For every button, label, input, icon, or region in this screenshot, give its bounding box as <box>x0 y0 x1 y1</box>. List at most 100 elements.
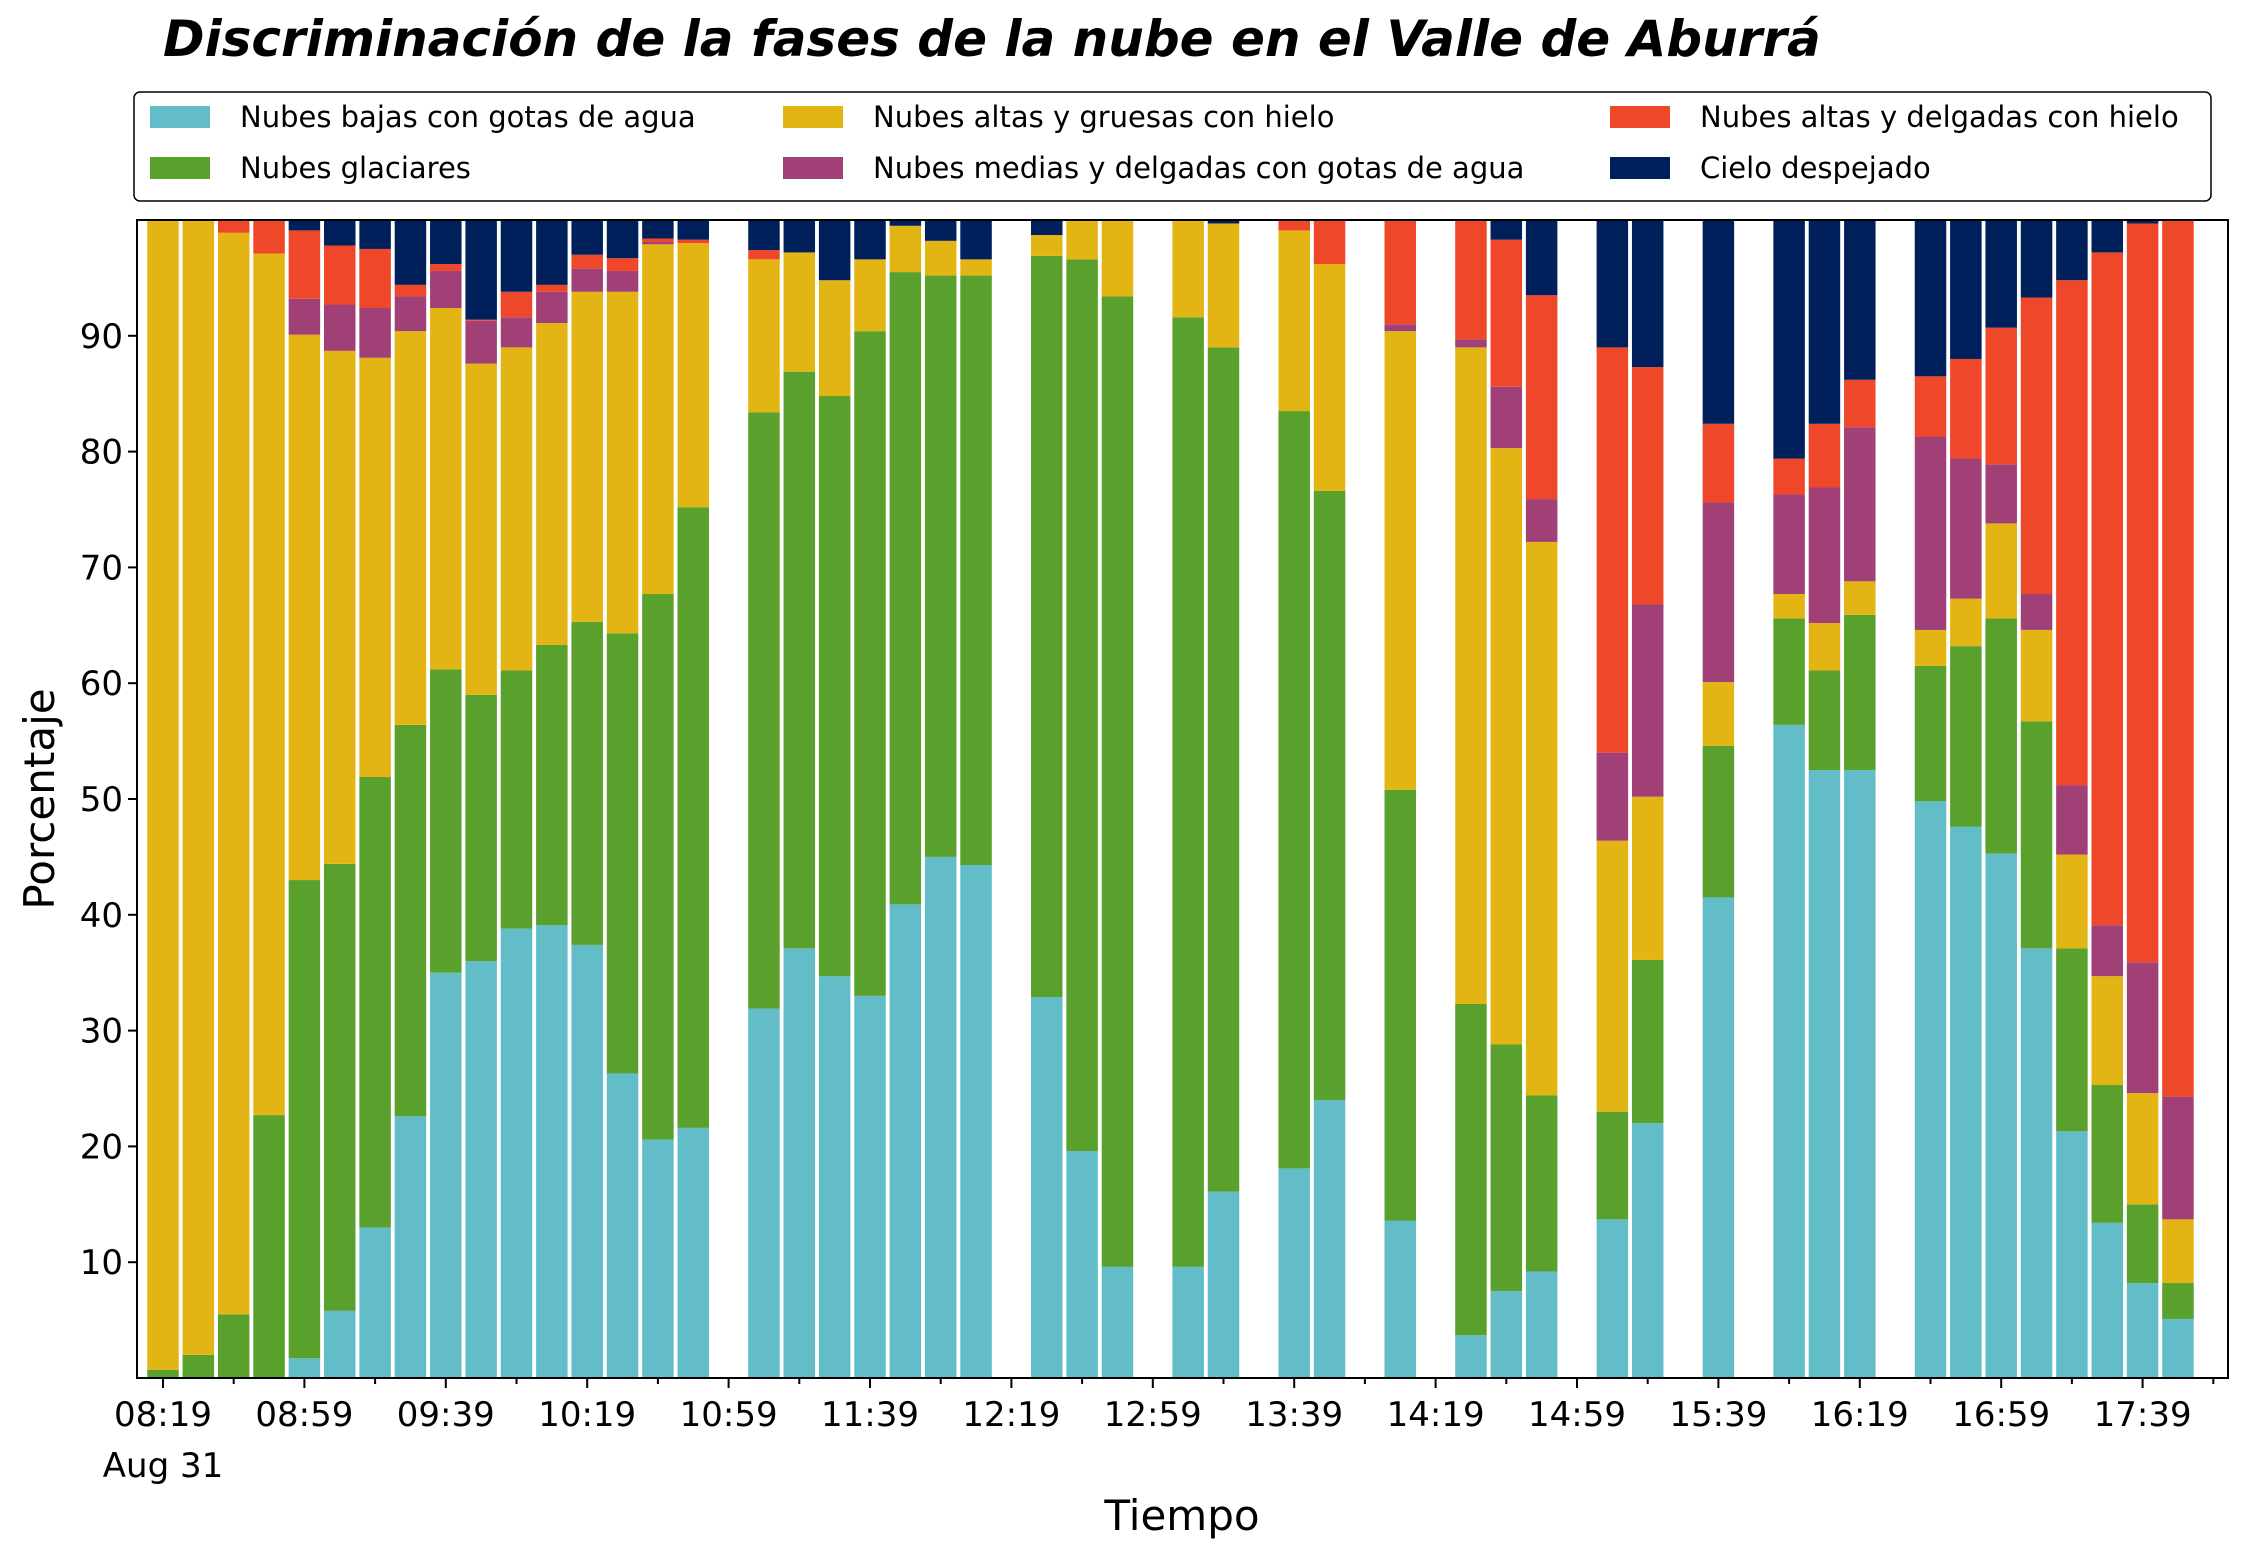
bar-14-seg-0 <box>642 1139 674 1378</box>
legend-label: Nubes altas y gruesas con hielo <box>873 100 1334 134</box>
bar-43-seg-2 <box>2020 629 2053 722</box>
x-tick-label: 17:39 <box>2094 1395 2192 1435</box>
legend-swatch <box>150 157 210 179</box>
bar-42-seg-5 <box>1985 220 2017 328</box>
bar-35-seg-1 <box>1631 959 1664 1124</box>
bar-33-seg-5 <box>1525 220 1558 296</box>
bar-6-seg-2 <box>359 357 391 777</box>
legend-swatch <box>1610 157 1670 179</box>
bar-35-seg-5 <box>1631 220 1664 368</box>
bar-20-seg-2 <box>889 225 922 273</box>
bar-8-seg-1 <box>430 669 462 973</box>
bar-12-seg-0 <box>571 944 603 1378</box>
bar-4-seg-2 <box>288 334 321 881</box>
bar-6-seg-5 <box>359 220 391 249</box>
bar-45-seg-4 <box>2091 252 2123 926</box>
bar-22-seg-0 <box>960 865 992 1378</box>
x-tick-label: 08:59 <box>255 1395 353 1435</box>
x-tick-label: 16:19 <box>1811 1395 1909 1435</box>
bar-31-seg-1 <box>1455 1003 1487 1336</box>
bar-29-seg-4 <box>1313 220 1346 264</box>
bar-7-seg-1 <box>394 724 427 1117</box>
bar-37-seg-0 <box>1773 724 1805 1378</box>
bar-22-seg-2 <box>960 259 992 276</box>
chart-title: Discriminación de la fases de la nube en… <box>163 10 1821 68</box>
bar-0-seg-1 <box>147 1369 179 1378</box>
bar-42-seg-3 <box>1985 464 2017 524</box>
bar-39-seg-1 <box>1844 614 1876 771</box>
bar-7-seg-5 <box>394 220 427 285</box>
x-tick-label: 15:39 <box>1669 1395 1767 1435</box>
bar-36-seg-2 <box>1702 682 1735 746</box>
legend-label: Cielo despejado <box>1700 151 1931 185</box>
bar-38-seg-5 <box>1808 220 1841 424</box>
bar-11-seg-3 <box>536 291 568 324</box>
bar-12-seg-2 <box>571 291 603 622</box>
bar-26-seg-0 <box>1172 1266 1204 1378</box>
bar-32-seg-2 <box>1490 448 1523 1045</box>
bar-26-seg-2 <box>1172 220 1204 318</box>
bar-14-seg-4 <box>642 238 674 242</box>
bar-41-seg-4 <box>1950 358 1982 459</box>
legend-label: Nubes glaciares <box>240 151 471 185</box>
bar-32-seg-1 <box>1490 1044 1523 1292</box>
bar-24-seg-1 <box>1066 259 1098 1152</box>
bar-14-seg-5 <box>642 220 674 239</box>
bar-30-seg-3 <box>1384 324 1416 332</box>
bar-39-seg-4 <box>1844 379 1876 428</box>
bar-1-seg-2 <box>182 220 215 1355</box>
bar-33-seg-1 <box>1525 1095 1558 1272</box>
bar-35-seg-0 <box>1631 1123 1664 1378</box>
bar-46-seg-3 <box>2126 962 2159 1094</box>
bar-30-seg-1 <box>1384 789 1416 1221</box>
bar-18-seg-2 <box>818 280 851 397</box>
bar-44-seg-4 <box>2056 280 2088 786</box>
bar-32-seg-0 <box>1490 1291 1523 1378</box>
bar-38-seg-4 <box>1808 423 1841 488</box>
legend-swatch <box>783 157 843 179</box>
bar-25-seg-0 <box>1101 1266 1134 1378</box>
plot-area <box>136 219 2229 1379</box>
bar-39-seg-0 <box>1844 770 1876 1378</box>
bar-9-seg-1 <box>465 694 497 962</box>
bar-38-seg-1 <box>1808 670 1841 771</box>
y-tick-label: 90 <box>80 317 123 357</box>
bar-8-seg-3 <box>430 270 462 309</box>
bar-16-seg-5 <box>748 220 780 251</box>
bar-5-seg-2 <box>324 350 356 864</box>
bar-4-seg-3 <box>288 298 321 335</box>
bar-43-seg-0 <box>2020 948 2053 1378</box>
legend-label: Nubes medias y delgadas con gotas de agu… <box>873 151 1524 185</box>
bar-19-seg-5 <box>854 220 886 260</box>
bar-45-seg-0 <box>2091 1222 2123 1378</box>
bar-2-seg-4 <box>217 220 250 233</box>
bar-24-seg-0 <box>1066 1151 1098 1378</box>
bar-24-seg-2 <box>1066 220 1098 260</box>
bar-41-seg-2 <box>1950 598 1982 647</box>
bar-35-seg-4 <box>1631 367 1664 605</box>
bar-47-seg-3 <box>2162 1096 2194 1220</box>
bar-14-seg-1 <box>642 594 674 1140</box>
bar-13-seg-4 <box>606 258 639 271</box>
bar-28-seg-2 <box>1278 230 1310 412</box>
bar-42-seg-1 <box>1985 618 2017 854</box>
y-tick-label: 40 <box>80 896 123 936</box>
bar-10-seg-3 <box>500 317 533 348</box>
bar-22-seg-5 <box>960 220 992 260</box>
bar-11-seg-4 <box>536 284 568 292</box>
bar-46-seg-5 <box>2126 220 2159 224</box>
bar-17-seg-0 <box>783 948 816 1378</box>
bar-13-seg-2 <box>606 291 639 634</box>
bar-37-seg-3 <box>1773 494 1805 595</box>
x-tick-label: 12:59 <box>1104 1395 1202 1435</box>
bar-29-seg-1 <box>1313 490 1346 1101</box>
x-tick-label: 09:39 <box>397 1395 495 1435</box>
x-tick-label: 13:39 <box>1245 1395 1343 1435</box>
bar-36-seg-0 <box>1702 897 1735 1378</box>
bar-18-seg-0 <box>818 976 851 1378</box>
bar-8-seg-0 <box>430 972 462 1378</box>
bar-38-seg-0 <box>1808 770 1841 1378</box>
bar-5-seg-1 <box>324 863 356 1311</box>
bar-44-seg-0 <box>2056 1131 2088 1378</box>
